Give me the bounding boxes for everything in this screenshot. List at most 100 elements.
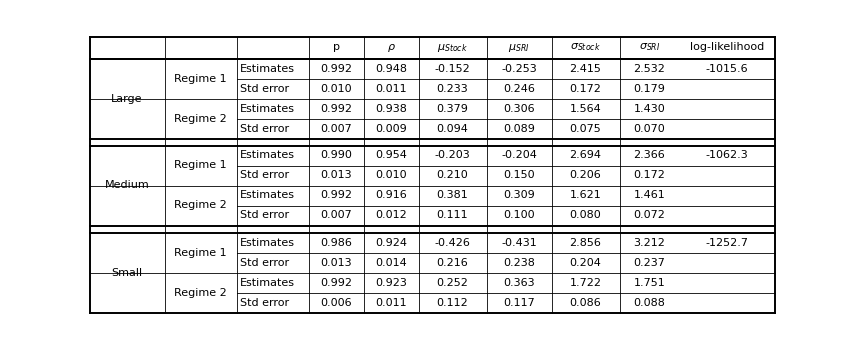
- Text: Estimates: Estimates: [239, 64, 295, 74]
- Text: 0.070: 0.070: [633, 124, 665, 134]
- Text: 2.532: 2.532: [633, 64, 665, 74]
- Text: 0.089: 0.089: [503, 124, 535, 134]
- Text: 0.117: 0.117: [503, 297, 535, 307]
- Text: 0.094: 0.094: [436, 124, 468, 134]
- Text: 0.252: 0.252: [436, 277, 468, 288]
- Text: Regime 1: Regime 1: [175, 247, 227, 258]
- Text: 0.237: 0.237: [633, 258, 665, 267]
- Text: 0.916: 0.916: [375, 191, 407, 200]
- Text: 0.992: 0.992: [320, 191, 352, 200]
- Text: 0.924: 0.924: [375, 238, 407, 247]
- Text: 0.080: 0.080: [569, 210, 601, 221]
- Text: 0.088: 0.088: [633, 297, 665, 307]
- Text: 0.007: 0.007: [321, 124, 352, 134]
- Text: $\mu_{SRI}$: $\mu_{SRI}$: [508, 42, 530, 53]
- Text: 1.621: 1.621: [569, 191, 601, 200]
- Text: 0.923: 0.923: [375, 277, 407, 288]
- Text: Regime 1: Regime 1: [175, 74, 227, 83]
- Text: 0.010: 0.010: [321, 83, 352, 94]
- Text: 2.856: 2.856: [569, 238, 601, 247]
- Text: 0.210: 0.210: [436, 171, 468, 180]
- Text: 2.694: 2.694: [569, 150, 601, 161]
- Text: 1.751: 1.751: [633, 277, 665, 288]
- Text: 0.948: 0.948: [375, 64, 407, 74]
- Text: 0.014: 0.014: [375, 258, 407, 267]
- Text: Regime 2: Regime 2: [175, 113, 227, 124]
- Text: p: p: [333, 43, 340, 52]
- Text: Estimates: Estimates: [239, 191, 295, 200]
- Text: 0.075: 0.075: [569, 124, 601, 134]
- Text: 0.363: 0.363: [503, 277, 535, 288]
- Text: Std error: Std error: [239, 83, 289, 94]
- Text: 0.179: 0.179: [633, 83, 665, 94]
- Text: 0.011: 0.011: [375, 297, 407, 307]
- Text: Estimates: Estimates: [239, 104, 295, 113]
- Text: $\sigma_{Stock}$: $\sigma_{Stock}$: [570, 42, 601, 53]
- Text: 0.172: 0.172: [633, 171, 665, 180]
- Text: -0.203: -0.203: [435, 150, 470, 161]
- Text: 0.238: 0.238: [503, 258, 535, 267]
- Text: 0.072: 0.072: [633, 210, 665, 221]
- Text: 0.086: 0.086: [569, 297, 601, 307]
- Text: 0.379: 0.379: [436, 104, 468, 113]
- Text: 0.100: 0.100: [503, 210, 535, 221]
- Text: Estimates: Estimates: [239, 277, 295, 288]
- Text: 0.010: 0.010: [375, 171, 407, 180]
- Text: -0.152: -0.152: [435, 64, 470, 74]
- Text: 1.722: 1.722: [569, 277, 601, 288]
- Text: 0.013: 0.013: [321, 258, 352, 267]
- Text: 2.415: 2.415: [569, 64, 601, 74]
- Text: -0.253: -0.253: [501, 64, 537, 74]
- Text: Medium: Medium: [105, 180, 149, 191]
- Text: Regime 1: Regime 1: [175, 161, 227, 171]
- Text: 3.212: 3.212: [633, 238, 665, 247]
- Text: Std error: Std error: [239, 258, 289, 267]
- Text: 0.381: 0.381: [436, 191, 468, 200]
- Text: Large: Large: [111, 94, 143, 104]
- Text: Regime 2: Regime 2: [175, 288, 227, 297]
- Text: 0.938: 0.938: [375, 104, 407, 113]
- Text: 0.309: 0.309: [503, 191, 535, 200]
- Text: -0.431: -0.431: [501, 238, 537, 247]
- Text: 1.564: 1.564: [569, 104, 601, 113]
- Text: -1015.6: -1015.6: [706, 64, 748, 74]
- Text: 0.206: 0.206: [569, 171, 601, 180]
- Text: 0.112: 0.112: [436, 297, 468, 307]
- Text: Small: Small: [111, 267, 143, 277]
- Text: Std error: Std error: [239, 124, 289, 134]
- Text: Std error: Std error: [239, 297, 289, 307]
- Text: -0.204: -0.204: [501, 150, 537, 161]
- Text: 0.150: 0.150: [503, 171, 535, 180]
- Text: $\rho$: $\rho$: [386, 42, 396, 53]
- Text: 0.013: 0.013: [321, 171, 352, 180]
- Text: Std error: Std error: [239, 210, 289, 221]
- Text: -0.426: -0.426: [435, 238, 470, 247]
- Text: Regime 2: Regime 2: [175, 200, 227, 210]
- Text: $\sigma_{SRI}$: $\sigma_{SRI}$: [638, 42, 660, 53]
- Text: 1.461: 1.461: [633, 191, 665, 200]
- Text: 0.009: 0.009: [375, 124, 407, 134]
- Text: 2.366: 2.366: [633, 150, 665, 161]
- Text: log-likelihood: log-likelihood: [689, 43, 764, 52]
- Text: 0.954: 0.954: [375, 150, 407, 161]
- Text: 0.233: 0.233: [436, 83, 468, 94]
- Text: Estimates: Estimates: [239, 150, 295, 161]
- Text: 0.986: 0.986: [320, 238, 352, 247]
- Text: 0.012: 0.012: [375, 210, 407, 221]
- Text: 0.990: 0.990: [320, 150, 352, 161]
- Text: $\mu_{Stock}$: $\mu_{Stock}$: [437, 42, 468, 53]
- Text: 0.992: 0.992: [320, 64, 352, 74]
- Text: Std error: Std error: [239, 171, 289, 180]
- Text: 0.204: 0.204: [569, 258, 601, 267]
- Text: 1.430: 1.430: [633, 104, 665, 113]
- Text: 0.006: 0.006: [321, 297, 352, 307]
- Text: 0.172: 0.172: [569, 83, 601, 94]
- Text: 0.992: 0.992: [320, 104, 352, 113]
- Text: 0.011: 0.011: [375, 83, 407, 94]
- Text: 0.246: 0.246: [503, 83, 535, 94]
- Text: 0.992: 0.992: [320, 277, 352, 288]
- Text: 0.306: 0.306: [503, 104, 535, 113]
- Text: Estimates: Estimates: [239, 238, 295, 247]
- Text: 0.216: 0.216: [436, 258, 468, 267]
- Text: 0.111: 0.111: [436, 210, 468, 221]
